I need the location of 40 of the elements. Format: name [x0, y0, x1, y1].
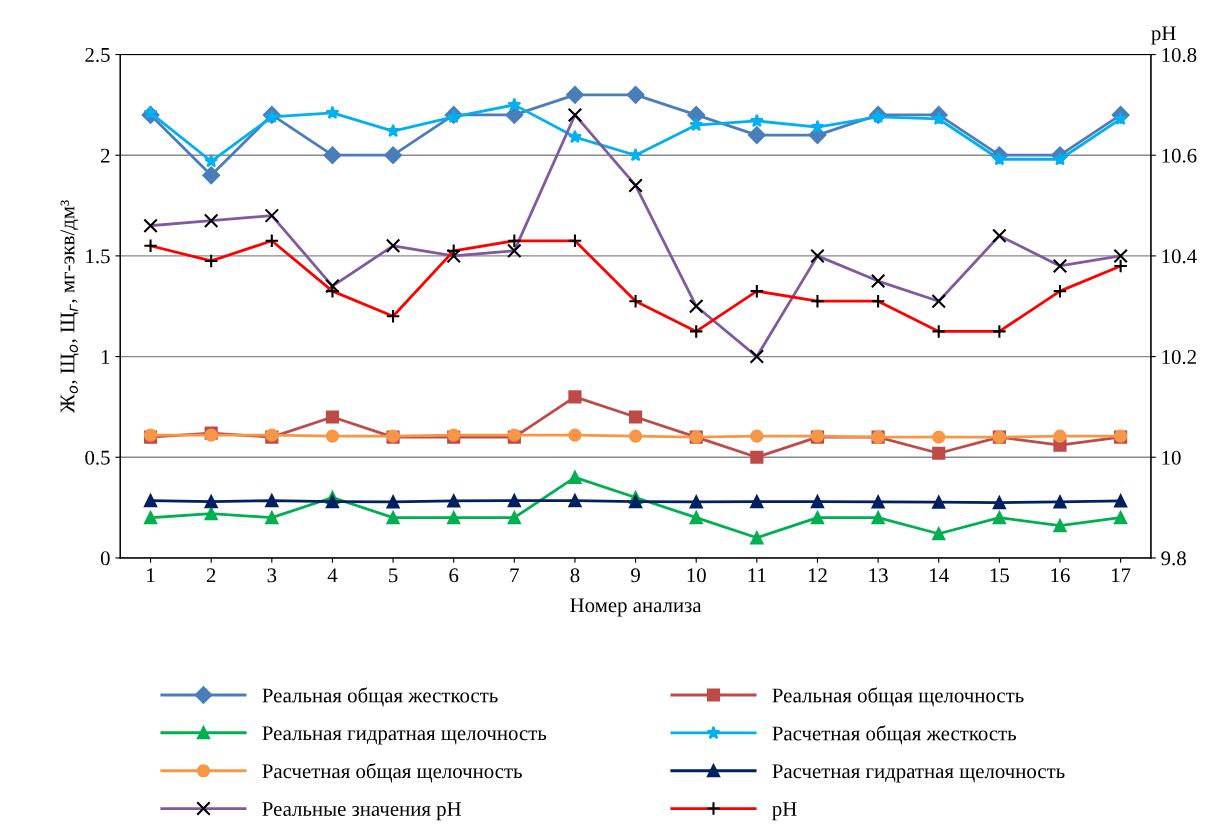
legend-label: Реальные значения pH [262, 802, 462, 821]
x-tick-label: 8 [570, 568, 580, 583]
y-tick-label: 1.5 [86, 249, 110, 264]
x-tick-label: 17 [1112, 568, 1131, 583]
x-tick-label: 10 [687, 568, 706, 583]
y2-tick-label: 10.4 [1162, 249, 1197, 264]
x-tick-label: 5 [389, 568, 398, 583]
y2-tick-label: 10.8 [1162, 47, 1197, 63]
x-tick-label: 4 [327, 568, 338, 583]
y2-axis-title: pH [1151, 26, 1176, 45]
x-tick-label: 12 [808, 568, 827, 583]
y-tick-label: 0.5 [85, 450, 110, 465]
x-tick-label: 2 [206, 568, 216, 583]
y-axis-title: Ж$_{о}$, Щ$_{о}$, Щ$_{г}$, мг-экв/дм³ [60, 200, 79, 413]
x-tick-label: 16 [1051, 568, 1070, 583]
y-tick-label: 2.5 [85, 47, 110, 63]
legend-label: Расчетная общая жесткость [772, 725, 1017, 745]
x-tick-label: 9 [631, 568, 640, 583]
x-tick-label: 7 [510, 568, 519, 583]
legend-label: Реальная общая щелочность [772, 687, 1024, 707]
x-tick-label: 3 [267, 568, 277, 583]
legend-label: Реальная общая жесткость [262, 687, 498, 707]
y2-tick-label: 10.6 [1162, 148, 1197, 163]
legend-label: pH [772, 802, 797, 821]
legend-label: Реальная гидратная щелочность [262, 726, 547, 745]
x-tick-label: 1 [147, 568, 155, 583]
y-tick-label: 2 [101, 148, 110, 163]
y2-tick-label: 10.2 [1162, 349, 1196, 365]
legend-label: Расчетная общая щелочность [262, 763, 522, 783]
y-tick-label: 0 [100, 551, 110, 566]
x-tick-label: 15 [990, 568, 1009, 583]
y2-tick-label: 9.8 [1161, 551, 1186, 566]
x-tick-label: 6 [449, 568, 459, 583]
x-tick-label: 13 [869, 568, 888, 583]
x-tick-label: 14 [930, 568, 949, 583]
y2-tick-label: 10 [1162, 450, 1181, 465]
x-tick-label: 11 [748, 568, 766, 583]
legend-label: Расчетная гидратная щелочность [772, 764, 1065, 783]
x-axis-title: Номер анализа [570, 598, 702, 617]
y-tick-label: 1 [101, 350, 110, 364]
